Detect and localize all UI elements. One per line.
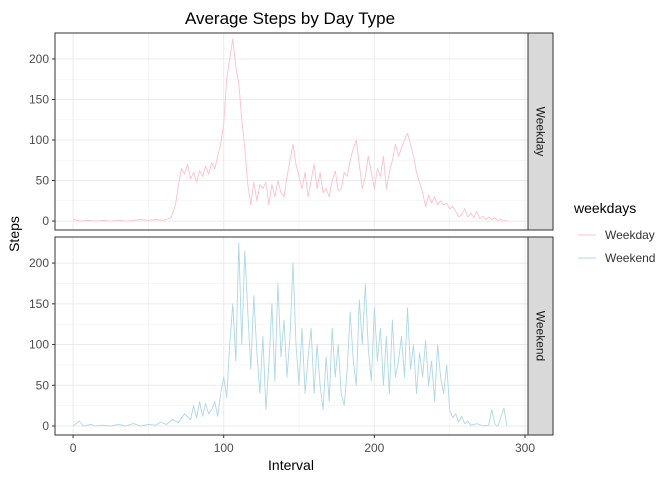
x-axis-title: Interval (268, 457, 314, 473)
legend-label-weekend: Weekend (605, 251, 655, 265)
y-tick-label: 0 (42, 419, 49, 433)
series-line-weekday (73, 38, 508, 222)
strip-label-weekend: Weekend (534, 311, 548, 361)
y-tick-label: 200 (29, 256, 49, 270)
x-tick-label: 300 (515, 441, 535, 455)
panel-weekday-bg (54, 32, 529, 231)
y-tick-label: 0 (42, 214, 49, 228)
panel-weekend-series (72, 242, 508, 427)
panel-weekday-series (73, 38, 508, 222)
panel-weekend: Weekend 0 50 100 150 200 (29, 236, 554, 436)
panel-weekday: Weekday 0 50 100 150 200 (29, 32, 554, 231)
y-tick-label: 100 (29, 338, 49, 352)
y-tick-label: 200 (29, 52, 49, 66)
x-tick-label: 100 (214, 441, 234, 455)
y-axis-title: Steps (6, 216, 22, 252)
legend-title: weekdays (573, 200, 636, 216)
y-tick-label: 150 (29, 297, 49, 311)
y-tick-label: 50 (36, 378, 50, 392)
panel-weekend-yticks: 0 50 100 150 200 (29, 256, 55, 433)
y-tick-label: 100 (29, 133, 49, 147)
x-tick-label: 200 (364, 441, 384, 455)
legend-label-weekday: Weekday (605, 228, 655, 242)
y-tick-label: 50 (36, 174, 50, 188)
strip-weekend (527, 236, 554, 436)
x-tick-label: 0 (70, 441, 77, 455)
panel-weekend-bg (54, 236, 529, 436)
panel-weekday-yticks: 0 50 100 150 200 (29, 52, 55, 228)
y-tick-label: 150 (29, 92, 49, 106)
x-axis-ticks: 0 100 200 300 (70, 435, 535, 455)
panel-weekday-grid (55, 33, 528, 230)
series-line-weekend (72, 242, 508, 427)
legend: weekdays Weekday Weekend (573, 200, 655, 265)
strip-label-weekday: Weekday (534, 107, 548, 157)
panel-weekend-grid (55, 237, 528, 435)
chart-title: Average Steps by Day Type (185, 9, 395, 28)
strip-weekday (527, 32, 554, 231)
